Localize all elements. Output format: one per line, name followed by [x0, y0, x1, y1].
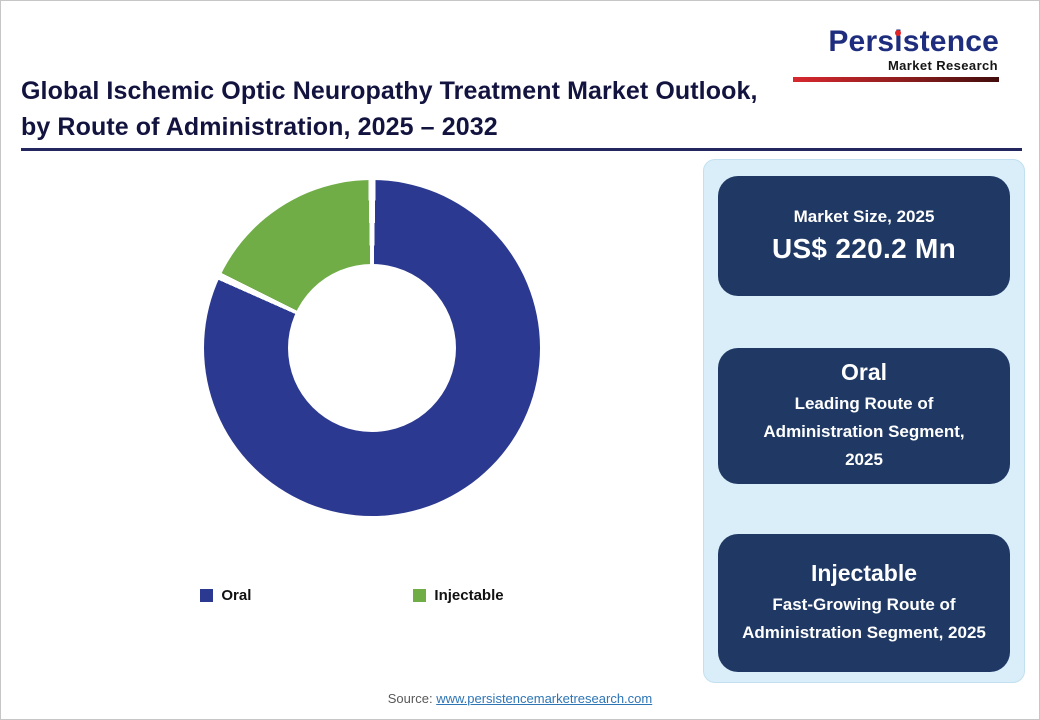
source-link[interactable]: www.persistencemarketresearch.com	[436, 691, 653, 706]
page-title-line2: by Route of Administration, 2025 – 2032	[21, 113, 498, 141]
legend-label: Oral	[221, 587, 252, 604]
fast-growing-segment-card: Injectable Fast-Growing Route of Adminis…	[718, 534, 1010, 672]
info-panel: Market Size, 2025 US$ 220.2 Mn Oral Lead…	[703, 159, 1025, 683]
title-underline	[21, 148, 1022, 151]
legend-swatch	[200, 589, 214, 602]
market-size-card-value: US$ 220.2 Mn	[771, 233, 957, 264]
source-label: Source:	[387, 691, 433, 706]
logo-subtitle: Market Research	[887, 58, 998, 73]
source-line: Source: www.persistencemarketresearch.co…	[1, 691, 1039, 706]
leading-segment-card-subtitle: Leading Route of Administration Segment,…	[763, 393, 965, 469]
logo-red-dot-icon	[895, 29, 902, 36]
logo-underline-bar	[793, 77, 999, 82]
leading-segment-card-title: Oral	[840, 358, 888, 385]
page-title-line1: Global Ischemic Optic Neuropathy Treatme…	[21, 77, 758, 105]
chart-legend: Oral Injectable	[1, 587, 703, 604]
logo-text: Persistence	[828, 25, 999, 58]
legend-label: Injectable	[434, 587, 504, 604]
fast-growing-segment-card-title: Injectable	[810, 559, 918, 586]
leading-segment-card: Oral Leading Route of Administration Seg…	[718, 348, 1010, 484]
legend-swatch	[413, 589, 427, 602]
donut-chart	[204, 180, 540, 516]
fast-growing-segment-card-subtitle: Fast-Growing Route of Administration Seg…	[742, 594, 986, 642]
logo-wordmark: Persistence	[828, 27, 999, 57]
donut-hole	[288, 264, 456, 432]
market-size-card: Market Size, 2025 US$ 220.2 Mn	[718, 176, 1010, 296]
page-title: Global Ischemic Optic Neuropathy Treatme…	[21, 73, 758, 145]
market-size-card-title: Market Size, 2025	[793, 207, 935, 226]
company-logo: Persistence Market Research	[793, 27, 999, 82]
legend-item: Oral	[200, 587, 251, 604]
legend-item: Injectable	[413, 587, 504, 604]
